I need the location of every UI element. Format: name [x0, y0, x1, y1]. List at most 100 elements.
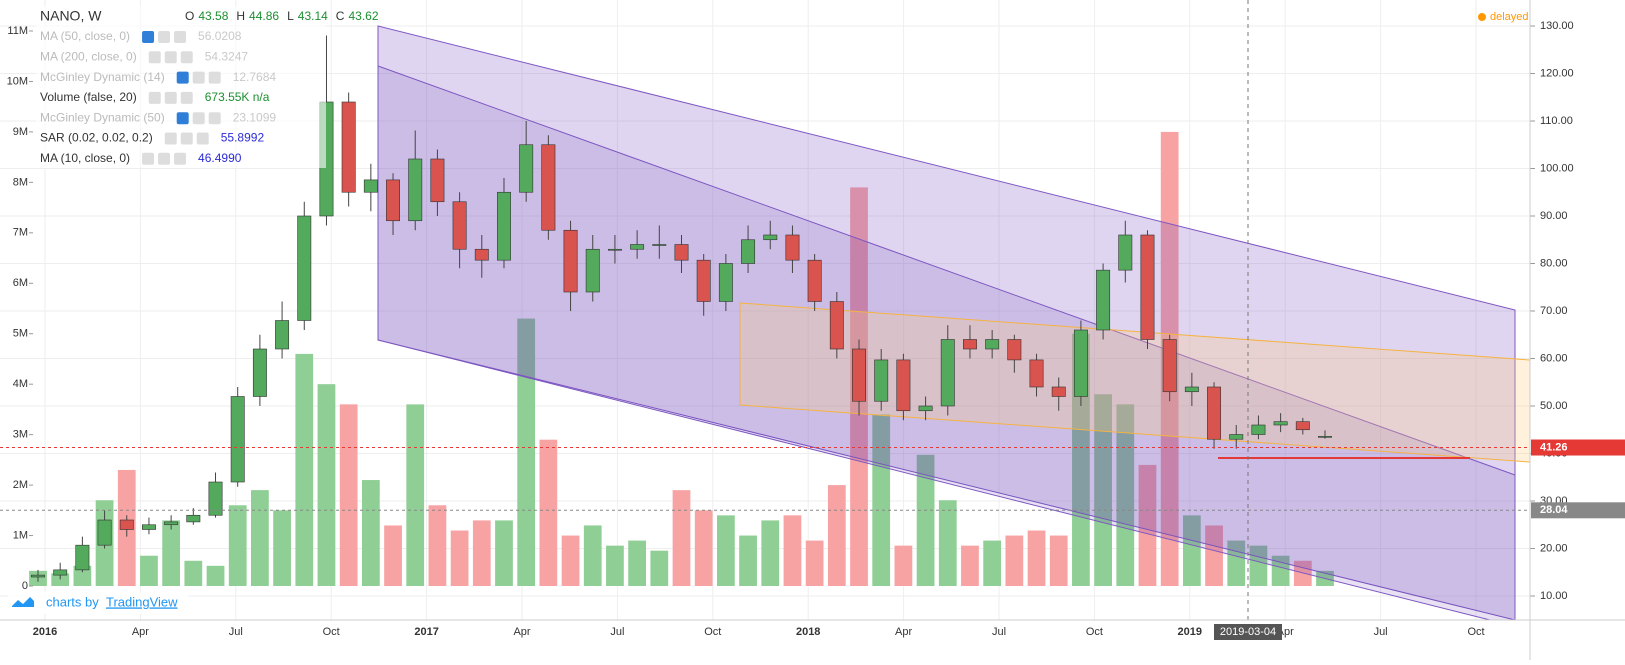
volume-bar — [1094, 394, 1112, 586]
y-tick-label: 50.00 — [1540, 400, 1568, 412]
y2-tick-label: 4M — [13, 378, 28, 390]
candle-body — [363, 179, 378, 193]
brand-text[interactable]: charts by — [46, 594, 99, 609]
indicator-button[interactable] — [164, 51, 177, 64]
volume-bar — [783, 515, 802, 586]
indicator-button[interactable] — [176, 71, 189, 84]
y2-tick-label: 2M — [13, 479, 28, 491]
volume-bar — [694, 510, 713, 586]
indicator-button[interactable] — [158, 31, 171, 43]
indicator-button[interactable] — [142, 152, 155, 165]
x-tick-label: 2018 — [796, 626, 820, 638]
indicator-button[interactable] — [174, 152, 187, 165]
candle-body — [75, 544, 90, 571]
candle-body — [1273, 421, 1288, 426]
indicator-button[interactable] — [192, 112, 205, 125]
brand-bg[interactable] — [8, 592, 188, 614]
volume-bar — [961, 545, 979, 586]
y2-tick-label: 0 — [22, 580, 28, 592]
indicator-button[interactable] — [208, 71, 221, 84]
volume-bar — [339, 404, 358, 586]
x-tick-label: Oct — [323, 626, 340, 638]
candle-body — [386, 179, 400, 222]
x-tick-label: Jul — [610, 626, 624, 638]
x-tick-label: Jul — [992, 626, 1006, 638]
x-tick-label: 2017 — [414, 626, 438, 638]
volume-bar — [606, 545, 624, 586]
indicator-button[interactable] — [148, 51, 161, 64]
ohlc-key: C — [336, 9, 345, 23]
candle-body — [497, 191, 511, 261]
candle-body — [763, 234, 778, 241]
volume-bar — [361, 480, 380, 586]
candle-body — [852, 348, 866, 402]
indicator-button[interactable] — [148, 91, 161, 104]
candle-body — [1029, 359, 1044, 388]
volume-bar — [162, 520, 181, 586]
candle-body — [230, 396, 245, 483]
candle-body — [718, 263, 733, 302]
volume-bar — [317, 384, 336, 586]
y2-tick-label: 11M — [7, 25, 28, 37]
price-tag-label: 41.26 — [1540, 441, 1568, 453]
x-tick-label: Oct — [704, 626, 721, 638]
legend: NANO, W O 43.58 H 44.86 L 43.14 C 43.62 MA (50, … — [36, 6, 379, 168]
candle-body — [1162, 339, 1177, 393]
volume-bar — [1205, 525, 1223, 586]
brand-logo[interactable] — [12, 597, 34, 607]
price-tag — [1531, 502, 1625, 519]
status: delayed — [1490, 11, 1529, 23]
candle-body — [829, 301, 844, 350]
volume-bar — [295, 353, 314, 586]
candle-body — [1073, 329, 1088, 397]
crosshair-tag — [1214, 624, 1282, 640]
indicator-button[interactable] — [158, 152, 171, 165]
volume-bar — [1049, 535, 1068, 586]
candle-body — [164, 521, 179, 526]
y-tick-label: 90.00 — [1540, 210, 1568, 222]
y-tick-label: 130.00 — [1540, 20, 1574, 32]
y2-tick-label: 6M — [13, 277, 28, 289]
indicator-button[interactable] — [180, 132, 193, 145]
y-tick-label: 20.00 — [1540, 542, 1568, 554]
ohlc-value: 43.14 — [298, 9, 328, 23]
volume-bar — [739, 535, 757, 586]
volume-bar — [561, 535, 580, 586]
candle-body — [408, 158, 423, 222]
indicator-button[interactable] — [142, 31, 155, 43]
candle-body — [985, 339, 1000, 350]
candle-body — [1051, 386, 1066, 397]
indicator-button[interactable] — [196, 132, 209, 145]
indicator-button[interactable] — [180, 91, 193, 104]
y2-tick-label: 3M — [13, 429, 28, 441]
volume-bar — [140, 555, 158, 586]
candle-body — [696, 259, 711, 302]
volume-bar — [1027, 530, 1046, 586]
volume-bar — [517, 318, 536, 586]
indicator-button[interactable] — [176, 112, 189, 125]
volume-bar — [583, 525, 602, 586]
indicator-button[interactable] — [164, 132, 177, 145]
candle-body — [1207, 386, 1222, 440]
volume-bar — [495, 520, 513, 586]
ohlc-value: 43.58 — [198, 9, 228, 23]
indicator-value: 23.1099 — [233, 110, 277, 124]
indicator-button[interactable] — [180, 51, 193, 64]
indicator-value: 54.3247 — [205, 49, 249, 63]
volume-bar — [938, 500, 957, 586]
price-tag-label: 28.04 — [1540, 504, 1568, 516]
indicator-button[interactable] — [164, 91, 177, 104]
candle-body — [1140, 234, 1155, 340]
volume-bar — [916, 454, 935, 586]
indicator-name: MA (50, close, 0) — [40, 29, 130, 43]
brand-link[interactable]: TradingView — [106, 594, 178, 609]
candle-body — [674, 244, 689, 261]
indicator-button[interactable] — [208, 112, 221, 125]
indicator-button[interactable] — [174, 31, 187, 43]
ohlc-key: L — [287, 9, 294, 23]
candle-body — [785, 234, 800, 261]
candle-body — [119, 519, 134, 530]
volume-bar — [273, 510, 291, 586]
candle-body — [874, 359, 889, 402]
indicator-button[interactable] — [192, 71, 205, 84]
